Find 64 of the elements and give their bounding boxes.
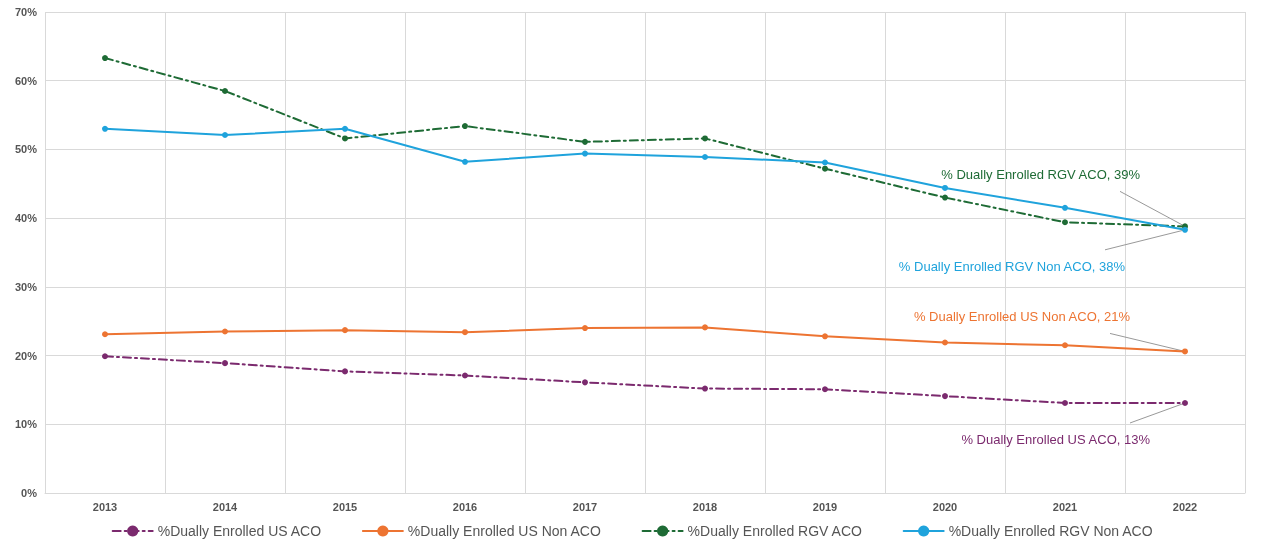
point (1062, 219, 1068, 226)
x-tick-label: 2015 (332, 500, 358, 513)
y-tick-label: 60% (14, 74, 38, 87)
x-tick-label: 2022 (1172, 500, 1198, 513)
annotation: % Dually Enrolled US Non ACO, 21% (913, 309, 1131, 325)
point (582, 138, 588, 145)
point (1182, 399, 1188, 406)
point (822, 386, 828, 393)
point (942, 184, 948, 191)
annotation: % Dually Enrolled RGV Non ACO, 38% (898, 258, 1126, 274)
point (1182, 348, 1188, 355)
point (942, 339, 948, 346)
y-tick-label: 10% (14, 418, 38, 431)
point (1062, 342, 1068, 349)
x-tick-label: 2014 (212, 500, 239, 513)
point (462, 329, 468, 336)
x-tick-label: 2021 (1052, 500, 1078, 513)
point (222, 132, 228, 138)
point (222, 328, 228, 335)
y-tick-label: 50% (14, 143, 38, 156)
point (462, 123, 468, 130)
x-tick-label: 2019 (812, 500, 838, 513)
y-tick-label: 30% (14, 280, 38, 293)
point (702, 135, 708, 142)
point (1062, 399, 1068, 406)
point (222, 360, 228, 367)
point (462, 372, 468, 379)
point (222, 88, 228, 95)
point (822, 333, 828, 340)
legend-label: %Dually Enrolled US ACO (157, 523, 322, 539)
point (582, 150, 588, 157)
point (822, 165, 828, 172)
point (342, 135, 348, 142)
y-tick-label: 0% (21, 487, 38, 499)
point (1062, 204, 1068, 211)
point (702, 385, 708, 392)
point (342, 125, 348, 132)
y-tick-label: 20% (14, 349, 38, 362)
y-tick-label: 70% (14, 6, 38, 18)
x-tick-label: 2020 (932, 500, 958, 513)
point (102, 353, 108, 360)
annotation: % Dually Enrolled US ACO, 13% (961, 431, 1151, 447)
x-tick-label: 2013 (92, 500, 118, 513)
point (102, 125, 108, 132)
point (462, 158, 468, 165)
point (822, 159, 828, 166)
x-tick-label: 2018 (692, 500, 718, 513)
legend-label: %Dually Enrolled RGV ACO (687, 523, 863, 539)
point (702, 324, 708, 331)
point (942, 194, 948, 201)
point (342, 327, 348, 334)
point (702, 153, 708, 160)
legend-label: %Dually Enrolled RGV Non ACO (948, 523, 1153, 539)
legend-label: %Dually Enrolled US Non ACO (407, 523, 601, 539)
x-tick-label: 2016 (452, 500, 478, 513)
x-tick-label: 2017 (572, 500, 598, 513)
y-tick-label: 40% (14, 212, 38, 225)
point (582, 379, 588, 386)
point (102, 331, 108, 338)
point (102, 55, 108, 62)
point (342, 368, 348, 375)
annotation: % Dually Enrolled RGV ACO, 39% (941, 167, 1141, 183)
point (942, 393, 948, 400)
point (582, 325, 588, 332)
